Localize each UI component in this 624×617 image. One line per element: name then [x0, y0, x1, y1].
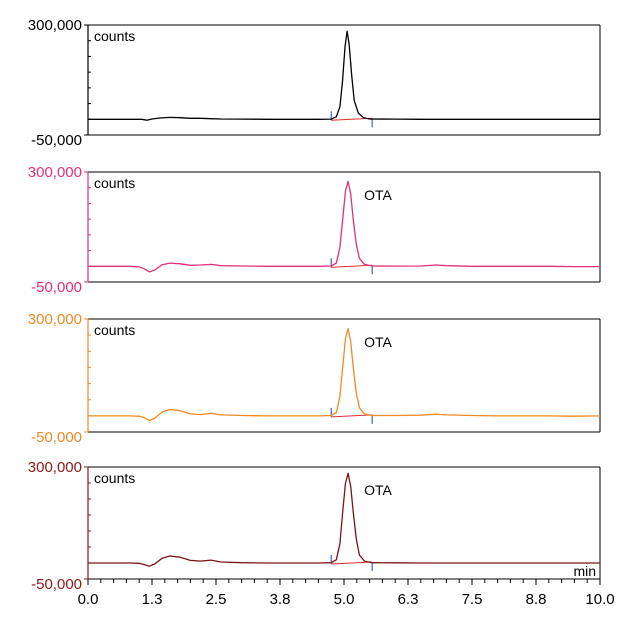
y-tick-label-min: -50,000 [31, 279, 82, 296]
x-tick-label: 10.0 [585, 591, 614, 608]
y-tick-label-min: -50,000 [31, 132, 82, 149]
x-tick-label: 3.8 [270, 591, 291, 608]
peak-apex-point [347, 328, 349, 330]
y-tick-label-min: -50,000 [31, 576, 82, 593]
x-tick-label: 5.0 [334, 591, 355, 608]
chart-panel-1: 300,000 -50,000 counts [28, 17, 601, 149]
y-axis-label: counts [94, 322, 135, 338]
y-axis-label: counts [94, 28, 135, 44]
x-tick-label: 1.3 [142, 591, 163, 608]
peak-baseline [331, 414, 373, 418]
peak-apex-point [347, 180, 349, 182]
peak-baseline [331, 264, 373, 268]
peak-annotation: OTA [364, 334, 392, 350]
y-axis-label: counts [94, 175, 135, 191]
y-tick-label-max: 300,000 [28, 17, 82, 34]
chart-panel-2: 300,000 -50,000 counts OTA [28, 164, 601, 296]
chromatogram-trace [88, 328, 601, 422]
chromatogram-trace [88, 472, 600, 567]
x-tick-label: 2.5 [206, 591, 227, 608]
y-tick-label-max: 300,000 [28, 164, 82, 181]
peak-baseline [331, 561, 373, 565]
chromatogram-trace [88, 30, 600, 121]
chart-panel-4: 300,000 -50,000 counts OTA 0.0 1.3 2.5 3.8 5.0 6.… [28, 459, 615, 608]
x-tick-label: 6.3 [398, 591, 419, 608]
peak-apex-point [346, 30, 348, 32]
y-tick-label-max: 300,000 [28, 311, 82, 328]
x-axis-label: min [573, 563, 596, 579]
x-tick-label: 7.5 [462, 591, 483, 608]
peak-annotation: OTA [364, 187, 392, 203]
peak-annotation: OTA [364, 482, 392, 498]
y-axis-label: counts [94, 470, 135, 486]
y-tick-label-min: -50,000 [31, 429, 82, 446]
chromatogram-trace [88, 180, 600, 273]
peak-apex-point [347, 472, 349, 474]
y-tick-label-max: 300,000 [28, 459, 82, 476]
x-tick-label: 0.0 [78, 591, 99, 608]
x-tick-label: 8.8 [526, 591, 547, 608]
chart-panel-3: 300,000 -50,000 counts OTA [28, 311, 601, 446]
